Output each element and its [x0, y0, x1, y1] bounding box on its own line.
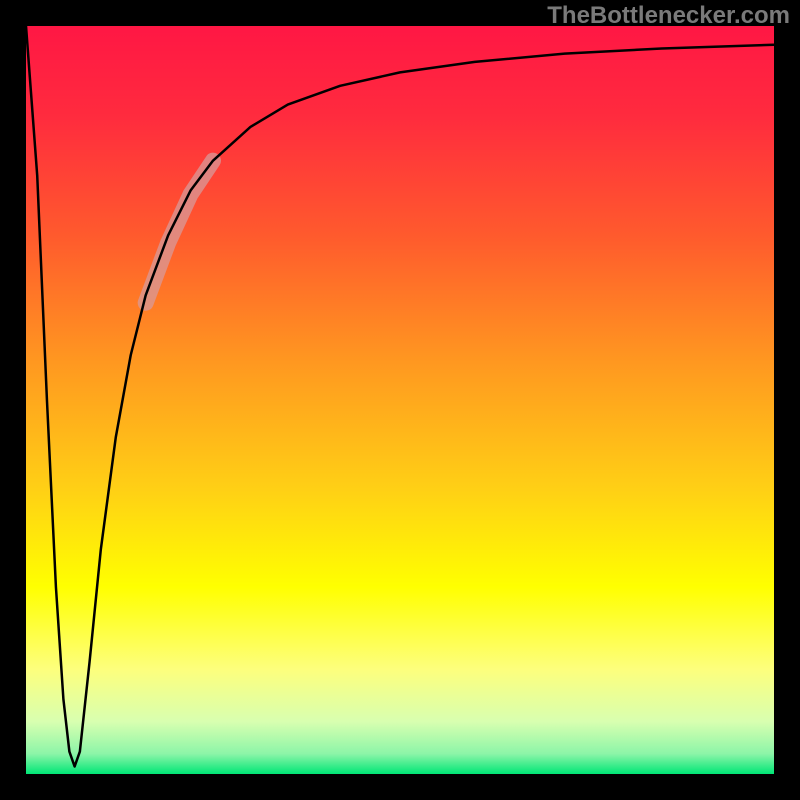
chart-container: TheBottlenecker.com	[0, 0, 800, 800]
chart-border	[774, 0, 800, 800]
chart-border	[0, 774, 800, 800]
plot-background	[26, 26, 774, 774]
chart-border	[0, 0, 26, 800]
bottleneck-chart	[0, 0, 800, 800]
watermark-text: TheBottlenecker.com	[547, 2, 790, 30]
